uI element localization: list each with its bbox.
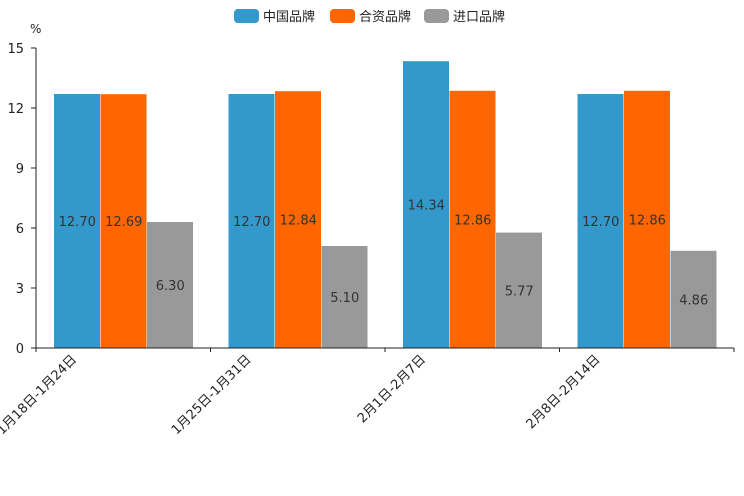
x-tick-label: 1月25日-1月31日 xyxy=(169,352,255,438)
bar xyxy=(321,246,368,348)
x-tick-label: 2月8日-2月14日 xyxy=(524,352,604,432)
data-label: 12.86 xyxy=(629,213,666,228)
data-label: 12.70 xyxy=(582,215,619,230)
bar xyxy=(275,91,321,348)
y-axis-unit: % xyxy=(30,22,41,36)
y-tick-label: 3 xyxy=(16,282,24,297)
legend-swatch xyxy=(234,9,259,23)
bar xyxy=(54,94,100,348)
y-tick-label: 12 xyxy=(7,102,24,117)
data-label: 6.30 xyxy=(156,279,185,294)
legend-label: 中国品牌 xyxy=(263,9,315,25)
data-label: 12.70 xyxy=(233,215,270,230)
legend-label: 进口品牌 xyxy=(453,9,505,25)
data-label: 5.77 xyxy=(505,284,534,299)
y-tick-label: 15 xyxy=(7,42,24,57)
x-axis: 1月18日-1月24日 1月25日-1月31日 2月1日-2月7日 2月8日-2月14… xyxy=(0,347,735,438)
bar xyxy=(100,94,147,348)
y-tick-label: 9 xyxy=(16,162,24,177)
bar xyxy=(496,232,542,348)
bar xyxy=(147,222,193,348)
data-label: 12.70 xyxy=(59,215,96,230)
bar xyxy=(670,250,717,348)
y-axis: 0 3 6 9 12 15 xyxy=(7,42,37,357)
data-label: 5.10 xyxy=(330,291,359,306)
legend-swatch xyxy=(424,9,449,23)
x-tick-label: 1月18日-1月24日 xyxy=(0,352,80,438)
bar xyxy=(577,94,624,348)
bar xyxy=(449,90,496,349)
bar xyxy=(228,94,275,348)
bars: 12.70 12.69 6.30 12.70 12.84 5.10 14.34 12.86 5.… xyxy=(54,61,717,349)
data-label: 12.84 xyxy=(280,214,317,229)
data-label: 12.86 xyxy=(454,213,491,228)
y-tick-label: 0 xyxy=(16,342,24,357)
x-tick-label: 2月1日-2月7日 xyxy=(355,352,429,426)
data-label: 14.34 xyxy=(408,199,445,214)
legend: 中国品牌 合资品牌 进口品牌 xyxy=(234,9,505,25)
bar xyxy=(624,90,670,349)
legend-swatch xyxy=(330,9,355,23)
data-label: 4.86 xyxy=(679,293,708,308)
bar xyxy=(403,61,449,348)
y-tick-label: 6 xyxy=(16,222,24,237)
data-label: 12.69 xyxy=(105,215,142,230)
legend-label: 合资品牌 xyxy=(359,9,411,25)
